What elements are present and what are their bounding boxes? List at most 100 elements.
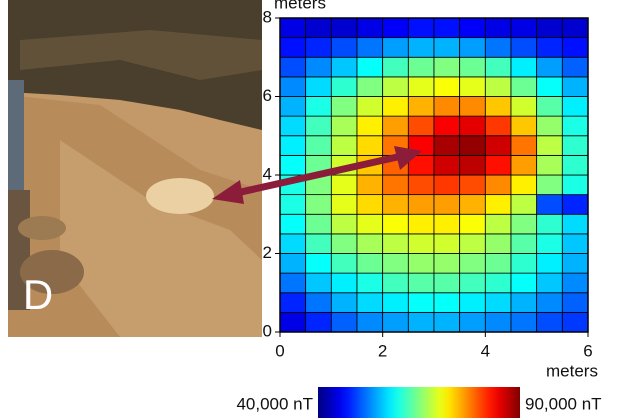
heat-cell [433, 292, 461, 313]
heat-cell [561, 194, 589, 215]
heat-cell [459, 233, 486, 254]
heat-cell [279, 56, 307, 78]
heat-cell [407, 76, 435, 97]
heat-cell [305, 253, 332, 274]
heat-cell [433, 154, 461, 176]
axes: 0 2 4 6 0 2 4 6 8 [263, 7, 593, 360]
heat-cell [330, 174, 358, 196]
heat-cell [536, 174, 563, 196]
heat-cell [510, 311, 538, 333]
heat-cell [561, 272, 589, 294]
heat-cell [356, 135, 384, 156]
heat-cell [330, 272, 358, 294]
heat-cell [459, 174, 486, 196]
heat-cell [484, 115, 512, 137]
heat-cell [561, 115, 589, 137]
y-tick-label: 8 [263, 7, 272, 26]
heat-cell [279, 311, 307, 333]
field-photo: D [8, 0, 262, 337]
x-tick-label: 0 [275, 341, 284, 360]
heat-cell [356, 272, 384, 294]
heat-cell [561, 233, 589, 254]
heat-cell [536, 253, 563, 274]
heat-cell [382, 56, 409, 78]
heat-cell [382, 253, 409, 274]
heat-cell [356, 174, 384, 196]
heat-cell [356, 56, 384, 78]
heat-cell [382, 272, 409, 294]
heat-cell [330, 96, 358, 117]
heat-cell [305, 96, 332, 117]
heat-cell [433, 115, 461, 137]
heat-cell [433, 76, 461, 97]
heat-cell [536, 96, 563, 117]
heat-cell [484, 76, 512, 97]
heat-cell [561, 76, 589, 97]
heat-cell [407, 213, 435, 235]
heat-cell [382, 76, 409, 97]
heat-cell [407, 233, 435, 254]
heat-cell [459, 311, 486, 333]
heat-cell [484, 292, 512, 313]
heat-cell [407, 174, 435, 196]
heat-cell [484, 96, 512, 117]
heat-cell [484, 311, 512, 333]
heat-cell [484, 135, 512, 156]
heat-cell [459, 96, 486, 117]
heat-cell [510, 292, 538, 313]
heat-cell [382, 115, 409, 137]
heat-cell [305, 76, 332, 97]
heat-cell [459, 272, 486, 294]
heat-cell [561, 56, 589, 78]
heat-cell [330, 292, 358, 313]
heat-cell [484, 56, 512, 78]
heat-cell [356, 253, 384, 274]
heat-cell [305, 272, 332, 294]
heat-cell [330, 135, 358, 156]
heat-cell [407, 311, 435, 333]
heat-cell [279, 213, 307, 235]
heat-cell [561, 154, 589, 176]
heat-cell [330, 115, 358, 137]
y-tick-label: 0 [263, 321, 272, 340]
heat-cell [382, 17, 409, 39]
heat-cell [407, 115, 435, 137]
heat-cell [510, 174, 538, 196]
heat-cell [561, 253, 589, 274]
heat-cell [433, 96, 461, 117]
heat-cell [484, 253, 512, 274]
heat-cell [356, 76, 384, 97]
panel-label: D [23, 271, 53, 318]
arrow [212, 146, 422, 204]
heat-cell [433, 17, 461, 39]
heat-cell [561, 292, 589, 313]
heat-cell [459, 154, 486, 176]
colorbar [318, 387, 520, 418]
heat-cell [279, 115, 307, 137]
y-tick-label: 6 [263, 86, 272, 105]
heat-cell [356, 311, 384, 333]
heat-cell [433, 174, 461, 196]
heat-cell [510, 76, 538, 97]
heat-cell [279, 253, 307, 274]
heat-cell [330, 76, 358, 97]
heat-cell [279, 154, 307, 176]
heat-cell [536, 213, 563, 235]
heat-cell [536, 194, 563, 215]
heat-cell [510, 37, 538, 58]
y-tick-label: 4 [263, 164, 272, 183]
heat-cell [536, 37, 563, 58]
x-tick-label: 2 [378, 341, 387, 360]
heat-cell [330, 194, 358, 215]
heat-cell [510, 213, 538, 235]
heat-cell [407, 17, 435, 39]
heat-cell [510, 233, 538, 254]
heat-cell [561, 213, 589, 235]
heat-cell [407, 96, 435, 117]
heat-cell [459, 194, 486, 215]
heat-cell [459, 253, 486, 274]
heat-cell [433, 194, 461, 215]
heat-cell [382, 96, 409, 117]
heat-cell [536, 154, 563, 176]
